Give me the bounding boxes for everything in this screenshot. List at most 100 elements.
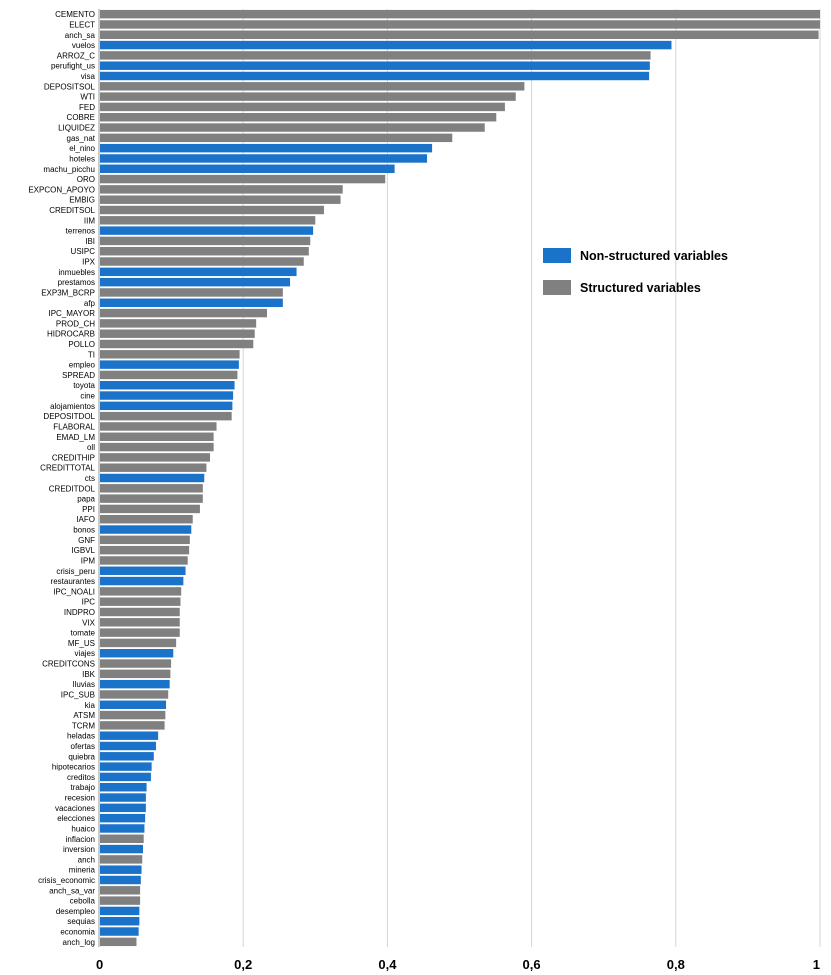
x-tick-label: 0 <box>96 957 103 972</box>
bar-tcrm <box>100 721 165 730</box>
x-tick-label: 0,6 <box>523 957 541 972</box>
bar-pollo <box>100 339 254 349</box>
category-label: perufight_us <box>51 62 95 71</box>
category-label: EXPCON_APOYO <box>28 185 95 194</box>
category-label: MF_US <box>68 639 95 648</box>
bar-kia <box>100 700 167 709</box>
bar-lluvias <box>100 679 170 689</box>
category-label: ELECT <box>69 20 95 29</box>
category-label: LIQUIDEZ <box>58 124 95 133</box>
bar-anch-sa <box>100 30 819 39</box>
bar-arroz-c <box>100 51 651 60</box>
bar-oll <box>100 442 214 452</box>
category-label: kia <box>85 701 96 710</box>
category-label: cts <box>85 474 95 483</box>
category-label: inflacion <box>66 835 95 844</box>
category-label: el_nino <box>69 144 95 153</box>
category-label: anch <box>78 855 95 864</box>
category-label: anch_sa <box>65 31 96 40</box>
bar-restaurantes <box>100 576 184 586</box>
bar-huaico <box>100 824 145 833</box>
category-label: CREDITSOL <box>49 206 95 215</box>
category-label: ATSM <box>73 711 95 720</box>
category-label: restaurantes <box>51 577 95 586</box>
category-label: IPC_NOALI <box>53 587 95 596</box>
category-label: heladas <box>67 732 95 741</box>
bar-tomate <box>100 628 180 637</box>
category-label: cine <box>80 392 95 401</box>
category-label: anch_log <box>63 938 95 947</box>
category-label: inversion <box>63 845 95 854</box>
bar-papa <box>100 494 203 503</box>
bar-prestamos <box>100 277 291 287</box>
bar-vix <box>100 618 180 627</box>
bar-wti <box>100 92 516 101</box>
category-label: EXP3M_BCRP <box>41 288 95 297</box>
bar-creditdol <box>100 484 203 493</box>
category-label: oll <box>87 443 95 452</box>
category-label: POLLO <box>68 340 95 349</box>
category-label: CREDITCONS <box>42 660 95 669</box>
category-label: huaico <box>71 824 95 833</box>
category-label: DEPOSITSOL <box>44 82 96 91</box>
legend-swatch-structured <box>543 280 571 295</box>
bar-trabajo <box>100 783 147 792</box>
category-label: economia <box>60 928 95 937</box>
bar-bonos <box>100 525 192 534</box>
bar-creditcons <box>100 659 172 668</box>
bar-oro <box>100 174 386 184</box>
category-label: CEMENTO <box>55 10 95 19</box>
bar-hoteles <box>100 154 428 163</box>
category-label: DEPOSITDOL <box>43 412 95 421</box>
bar-mineria <box>100 865 142 874</box>
category-label: quiebra <box>68 752 95 761</box>
category-label: IPM <box>81 556 96 565</box>
bar-prod-ch <box>100 319 257 328</box>
bar-fed <box>100 102 505 112</box>
bar-spread <box>100 370 238 380</box>
bar-indpro <box>100 607 180 617</box>
bar-quiebra <box>100 752 154 761</box>
category-label: terrenos <box>66 227 95 236</box>
bar-cebolla <box>100 896 141 905</box>
category-label: IGBVL <box>71 546 95 555</box>
category-label: IBI <box>85 237 95 246</box>
bar-ipc-noali <box>100 587 182 596</box>
category-label: COBRE <box>67 113 95 122</box>
bar-anch-sa-var <box>100 886 141 895</box>
category-label: IPC_SUB <box>61 690 95 699</box>
category-label: machu_picchu <box>43 165 95 174</box>
category-label: crisis_economic <box>38 876 95 885</box>
bar-empleo <box>100 360 239 369</box>
category-label: IPC_MAYOR <box>48 309 95 318</box>
category-label: TI <box>88 350 95 359</box>
category-label: afp <box>84 299 96 308</box>
bar-visa <box>100 71 650 81</box>
category-label: hipotecarios <box>52 763 95 772</box>
category-label: hoteles <box>69 154 95 163</box>
category-label: EMBIG <box>69 196 95 205</box>
x-tick-label: 0,4 <box>378 957 397 972</box>
bar-viajes <box>100 649 174 658</box>
category-label: tomate <box>71 629 96 638</box>
bar-afp <box>100 298 283 307</box>
bar-alojamientos <box>100 401 233 411</box>
category-label: SPREAD <box>62 371 95 380</box>
bar-ipc-mayor <box>100 308 267 318</box>
category-label: ARROZ_C <box>57 51 95 60</box>
bar-usipc <box>100 247 309 256</box>
bar-anch <box>100 855 143 864</box>
category-label: viajes <box>75 649 95 658</box>
category-label: IBK <box>82 670 96 679</box>
category-label: VIX <box>82 618 96 627</box>
category-label: toyota <box>73 381 95 390</box>
bar-emad-lm <box>100 432 214 441</box>
category-label: anch_sa_var <box>49 886 95 895</box>
bar-cobre <box>100 113 497 122</box>
category-label: gas_nat <box>67 134 96 143</box>
category-label: elecciones <box>57 814 95 823</box>
bar-gas-nat <box>100 133 453 143</box>
bar-ibk <box>100 669 171 679</box>
category-label: IPC <box>82 598 96 607</box>
